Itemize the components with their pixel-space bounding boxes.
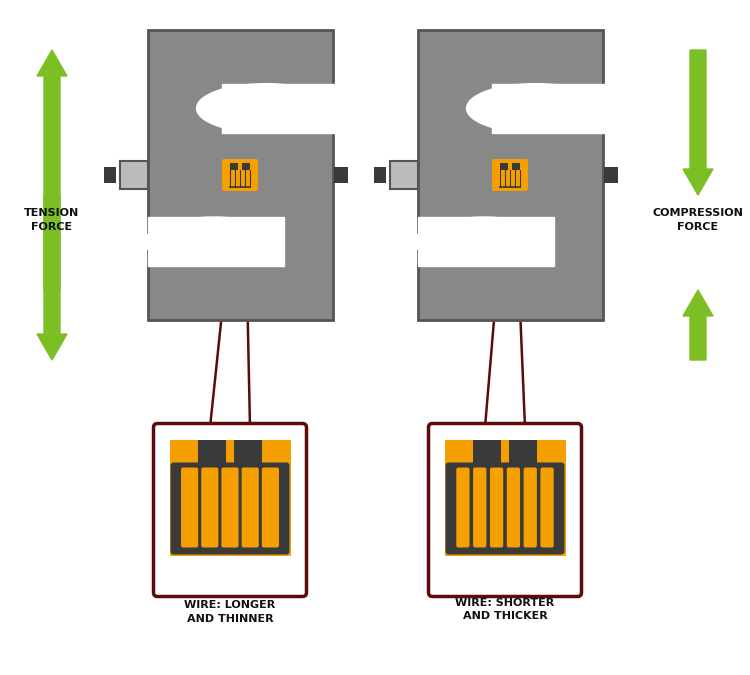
FancyBboxPatch shape bbox=[262, 468, 279, 547]
FancyArrow shape bbox=[37, 50, 67, 290]
Bar bbox=[418, 30, 602, 320]
Bar bbox=[512, 163, 520, 170]
FancyBboxPatch shape bbox=[492, 159, 528, 191]
FancyBboxPatch shape bbox=[428, 423, 581, 597]
FancyArrow shape bbox=[683, 50, 713, 195]
Bar bbox=[509, 439, 537, 466]
Bar bbox=[500, 163, 508, 170]
Bar bbox=[170, 439, 290, 556]
FancyArrow shape bbox=[683, 290, 713, 360]
Bar bbox=[148, 30, 332, 320]
FancyBboxPatch shape bbox=[490, 468, 503, 547]
FancyBboxPatch shape bbox=[201, 468, 218, 547]
Bar bbox=[445, 439, 566, 556]
Bar bbox=[148, 217, 284, 267]
Text: COMPRESSION
FORCE: COMPRESSION FORCE bbox=[652, 208, 743, 232]
Bar bbox=[230, 163, 238, 170]
Ellipse shape bbox=[415, 217, 554, 267]
FancyBboxPatch shape bbox=[222, 159, 258, 191]
FancyBboxPatch shape bbox=[456, 468, 470, 547]
Text: WIRE: LONGER
AND THINNER: WIRE: LONGER AND THINNER bbox=[184, 601, 276, 624]
Bar bbox=[242, 163, 250, 170]
Bar bbox=[389, 161, 418, 189]
Bar bbox=[104, 167, 116, 183]
FancyBboxPatch shape bbox=[181, 468, 198, 547]
FancyBboxPatch shape bbox=[473, 468, 487, 547]
Bar bbox=[604, 167, 617, 183]
Bar bbox=[234, 439, 262, 466]
Ellipse shape bbox=[145, 217, 284, 267]
FancyBboxPatch shape bbox=[154, 423, 307, 597]
FancyArrow shape bbox=[37, 195, 67, 360]
FancyBboxPatch shape bbox=[170, 462, 290, 554]
Bar bbox=[198, 439, 226, 466]
FancyBboxPatch shape bbox=[221, 468, 238, 547]
FancyBboxPatch shape bbox=[524, 468, 537, 547]
Ellipse shape bbox=[466, 84, 605, 133]
Bar bbox=[119, 161, 148, 189]
Text: TENSION
FORCE: TENSION FORCE bbox=[24, 208, 80, 232]
Bar bbox=[374, 167, 386, 183]
Bar bbox=[221, 84, 370, 133]
FancyBboxPatch shape bbox=[242, 468, 259, 547]
FancyBboxPatch shape bbox=[507, 468, 520, 547]
Ellipse shape bbox=[196, 84, 335, 133]
Bar bbox=[473, 439, 501, 466]
Bar bbox=[334, 167, 347, 183]
Bar bbox=[491, 84, 640, 133]
Text: WIRE: SHORTER
AND THICKER: WIRE: SHORTER AND THICKER bbox=[455, 597, 554, 621]
FancyBboxPatch shape bbox=[541, 468, 554, 547]
FancyBboxPatch shape bbox=[446, 462, 565, 554]
Bar bbox=[418, 217, 554, 267]
